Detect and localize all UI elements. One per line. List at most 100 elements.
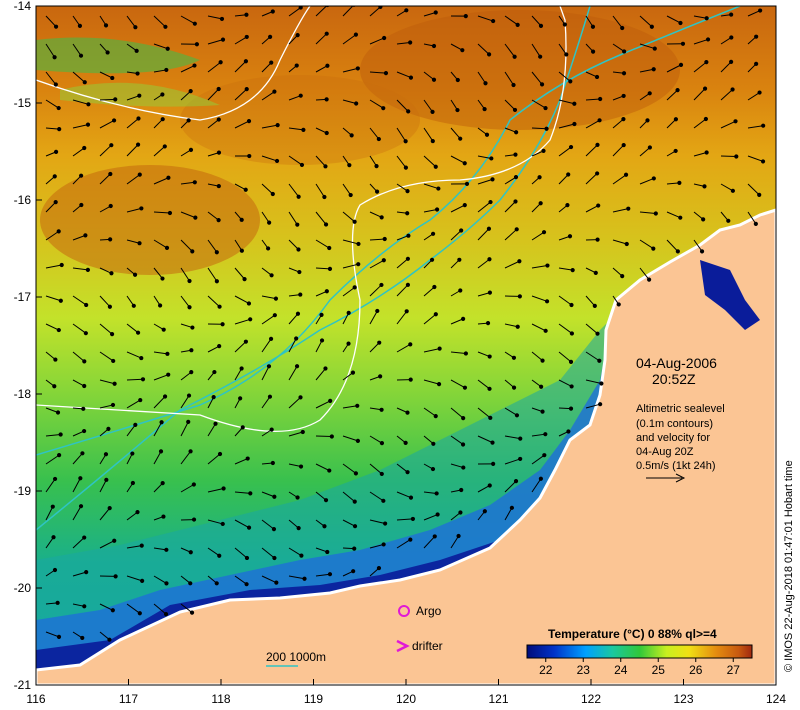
velocity-arrow-head [514, 227, 519, 232]
velocity-arrow [666, 239, 679, 252]
velocity-arrow-head [295, 33, 300, 38]
velocity-arrow [234, 318, 251, 325]
velocity-arrow [504, 15, 518, 26]
velocity-arrow-head [189, 370, 194, 375]
velocity-arrow-head [620, 273, 625, 279]
velocity-arrow-head [53, 149, 59, 154]
velocity-arrow [450, 155, 465, 164]
velocity-arrow [45, 71, 57, 85]
velocity-arrow-head [112, 538, 117, 543]
velocity-arrow-head [704, 150, 709, 155]
velocity-arrow [342, 405, 358, 409]
latitude-axis: -14 -15 -16 -17 -18 -19 -20 -21 [14, 0, 42, 692]
velocity-arrow [450, 407, 464, 419]
velocity-arrow [585, 295, 596, 307]
velocity-arrow [369, 99, 384, 109]
velocity-arrow [612, 118, 624, 129]
colorbar-ticks: 22 23 24 25 26 27 [539, 658, 740, 677]
velocity-arrow [180, 371, 192, 381]
velocity-arrow [369, 342, 380, 353]
velocity-arrow-head [592, 303, 597, 309]
velocity-arrow-head [702, 184, 707, 189]
velocity-arrow-head [622, 49, 627, 54]
velocity-arrow-head [538, 476, 543, 481]
velocity-arrow [396, 310, 408, 325]
velocity-arrow-head [82, 604, 87, 609]
velocity-arrow [126, 174, 141, 185]
velocity-arrow [666, 64, 682, 73]
velocity-arrow [477, 155, 492, 159]
velocity-arrow-head [381, 258, 386, 263]
velocity-arrow-head [540, 358, 545, 363]
velocity-arrow-head [78, 504, 84, 509]
velocity-arrow-head [381, 498, 386, 503]
velocity-arrow-head [219, 16, 225, 22]
velocity-arrow-head [354, 101, 359, 106]
velocity-arrow-head [211, 395, 216, 400]
velocity-arrow [45, 15, 57, 28]
velocity-arrow [666, 211, 681, 219]
velocity-arrow-head [621, 71, 627, 76]
velocity-arrow [153, 267, 163, 279]
velocity-arrow [315, 239, 330, 249]
velocity-arrow-head [240, 425, 245, 430]
velocity-arrow-head [621, 93, 626, 99]
velocity-arrow [531, 15, 542, 27]
velocity-arrow-head [673, 117, 679, 122]
velocity-arrow-head [726, 218, 731, 223]
velocity-arrow-head [431, 77, 437, 82]
velocity-arrow [288, 547, 302, 557]
velocity-arrow-head [462, 202, 467, 208]
velocity-arrow [207, 239, 218, 253]
velocity-arrow [423, 209, 438, 213]
velocity-arrow-head [133, 25, 138, 30]
velocity-arrow-head [246, 301, 252, 306]
velocity-arrow-head [242, 277, 247, 282]
velocity-arrow [261, 314, 276, 325]
velocity-arrow [207, 39, 224, 45]
velocity-arrow-head [109, 143, 114, 148]
velocity-arrow-head [353, 32, 359, 37]
velocity-arrow-head [192, 63, 197, 68]
velocity-arrow-head [162, 394, 168, 399]
velocity-arrow [153, 451, 162, 465]
velocity-arrow-head [164, 245, 170, 250]
velocity-arrow [126, 378, 144, 381]
velocity-arrow-head [544, 299, 550, 304]
velocity-arrow-head [513, 479, 519, 484]
velocity-arrow [99, 71, 113, 79]
velocity-arrow [450, 318, 464, 325]
velocity-arrow [423, 348, 440, 353]
velocity-arrow-head [680, 41, 686, 46]
velocity-arrow [207, 295, 220, 308]
velocity-arrow [153, 575, 167, 584]
velocity-arrow [369, 211, 382, 218]
velocity-arrow [126, 95, 140, 101]
svg-text:0.5m/s (1kt 24h): 0.5m/s (1kt 24h) [636, 460, 715, 472]
velocity-arrow [558, 379, 572, 387]
velocity-arrow-head [383, 71, 389, 76]
velocity-arrow-head [82, 359, 87, 364]
velocity-arrow-head [403, 139, 408, 144]
velocity-arrow-head [130, 480, 135, 486]
velocity-arrow [342, 435, 359, 442]
velocity-arrow-head [140, 578, 145, 583]
lat-tick-label: -21 [14, 678, 32, 692]
velocity-arrow-head [302, 576, 307, 581]
velocity-arrow-head [461, 316, 466, 321]
velocity-arrow-head [272, 89, 277, 94]
velocity-arrow-head [704, 60, 709, 65]
velocity-arrow-head [705, 37, 711, 42]
velocity-arrow-head [572, 101, 577, 106]
velocity-arrow [531, 323, 546, 332]
velocity-arrow [261, 519, 275, 530]
lon-tick-label: 124 [766, 692, 786, 706]
velocity-arrow-head [431, 441, 436, 446]
velocity-arrow [504, 435, 521, 440]
velocity-arrow-head [432, 284, 437, 290]
velocity-arrow [288, 127, 304, 131]
velocity-arrow-head [243, 59, 249, 64]
velocity-arrow-head [323, 366, 328, 371]
velocity-arrow [450, 204, 466, 213]
